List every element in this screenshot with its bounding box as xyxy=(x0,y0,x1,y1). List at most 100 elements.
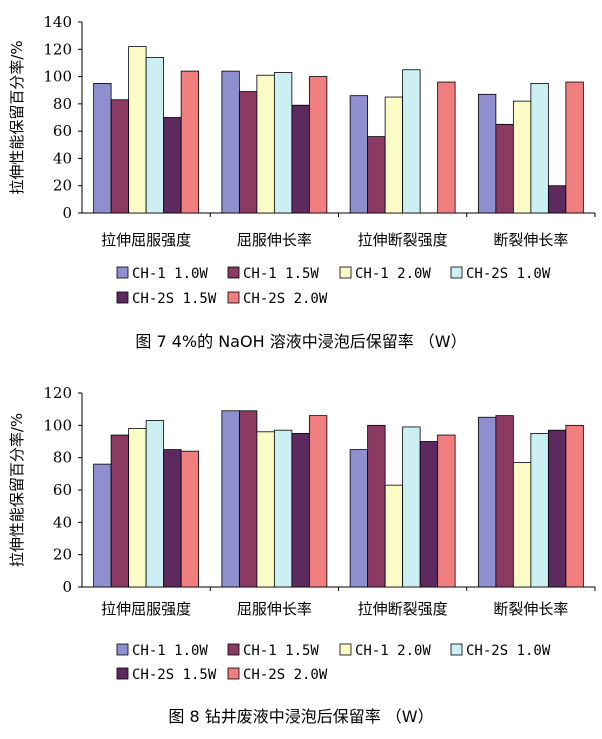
legend-swatch xyxy=(227,266,240,279)
y-tick-label: 120 xyxy=(43,40,72,58)
legend-label: CH-1 1.5W xyxy=(243,266,319,282)
bar xyxy=(367,424,386,588)
bar xyxy=(530,433,549,588)
legend-swatch xyxy=(227,291,240,304)
y-axis-label: 拉伸性能保留百分率/% xyxy=(8,413,26,567)
y-tick-label: 40 xyxy=(53,513,72,531)
bar xyxy=(238,91,258,214)
x-category-label: 拉伸断裂强度 xyxy=(358,600,448,618)
bar xyxy=(565,81,584,214)
x-category-label: 拉伸屈服强度 xyxy=(101,600,191,618)
bar xyxy=(93,82,112,214)
bar xyxy=(163,117,182,214)
legend-label: CH-1 1.5W xyxy=(243,643,319,659)
x-category-label: 屈服伸长率 xyxy=(237,600,312,618)
bar xyxy=(256,74,275,214)
bar xyxy=(349,449,369,588)
y-tick-label: 20 xyxy=(53,177,72,195)
bar xyxy=(384,96,404,214)
figure-caption: 图 7 4%的 NaOH 溶液中浸泡后保留率 （W） xyxy=(135,332,466,351)
legend-swatch xyxy=(116,643,129,656)
bar xyxy=(110,434,130,588)
bar xyxy=(512,462,532,588)
bar xyxy=(384,484,404,588)
bar xyxy=(291,104,310,214)
bar xyxy=(93,463,112,588)
legend-label: CH-2S 1.0W xyxy=(466,266,551,282)
legend-swatch xyxy=(116,667,129,680)
bar xyxy=(530,82,549,214)
bar xyxy=(402,69,421,214)
legend-swatch xyxy=(450,643,463,656)
legend-label: CH-1 2.0W xyxy=(355,266,431,282)
bar xyxy=(163,449,182,588)
bar xyxy=(180,70,200,214)
bar xyxy=(221,70,240,214)
y-tick-label: 80 xyxy=(53,449,72,467)
legend-swatch xyxy=(227,643,240,656)
legend-swatch xyxy=(227,667,240,680)
bar xyxy=(273,72,293,214)
bar xyxy=(495,415,514,588)
bar xyxy=(419,441,439,588)
legend-swatch xyxy=(116,291,129,304)
y-tick-label: 60 xyxy=(53,481,72,499)
bar xyxy=(291,433,310,588)
legend-label: CH-2S 1.0W xyxy=(466,643,551,659)
legend-swatch xyxy=(450,266,463,279)
legend-label: CH-2S 1.5W xyxy=(132,291,217,307)
y-tick-label: 20 xyxy=(53,546,72,564)
legend-swatch xyxy=(116,266,129,279)
bar xyxy=(238,410,258,588)
bar xyxy=(547,185,567,214)
legend-label: CH-1 2.0W xyxy=(355,643,431,659)
x-category-label: 屈服伸长率 xyxy=(237,231,312,249)
bar xyxy=(221,410,240,588)
legend-swatch xyxy=(339,266,352,279)
bar xyxy=(273,429,293,588)
figure-7-naoh-chart: 0 20 40 60 80 100 120 140 拉伸性能保留百分率/% 拉伸屈服强度 屈服伸长率… xyxy=(8,13,596,351)
bar xyxy=(477,93,497,214)
bar xyxy=(308,415,328,588)
y-tick-label: 100 xyxy=(43,416,72,434)
legend-label: CH-2S 1.5W xyxy=(132,667,217,683)
bar xyxy=(547,429,567,588)
bar xyxy=(256,431,275,588)
bar xyxy=(110,99,130,214)
x-category-label: 拉伸断裂强度 xyxy=(358,231,448,249)
x-category-label: 拉伸屈服强度 xyxy=(101,231,191,249)
bar xyxy=(512,100,532,214)
y-tick-label: 40 xyxy=(53,149,72,167)
y-tick-label: 140 xyxy=(43,13,72,31)
y-tick-label: 0 xyxy=(62,578,72,596)
bar xyxy=(565,424,584,588)
legend-label: CH-2S 2.0W xyxy=(243,667,328,683)
legend-label: CH-1 1.0W xyxy=(132,266,208,282)
bar xyxy=(402,426,421,588)
bar xyxy=(349,95,369,214)
figure-caption: 图 8 钻井废液中浸泡后保留率 （W） xyxy=(168,707,433,726)
bar xyxy=(308,76,328,214)
y-tick-label: 0 xyxy=(62,204,72,222)
legend-swatch xyxy=(339,643,352,656)
y-tick-label: 80 xyxy=(53,95,72,113)
bar xyxy=(180,450,200,588)
bar xyxy=(145,420,165,588)
bar xyxy=(477,416,497,588)
y-axis-label: 拉伸性能保留百分率/% xyxy=(8,40,26,194)
figure-8-drilling-fluid-chart: 0 20 40 60 80 100 120 拉伸性能保留百分率/% 拉伸屈服强度 屈服伸长率 拉伸断… xyxy=(8,384,596,726)
bar xyxy=(128,46,147,214)
bar xyxy=(128,428,147,588)
y-tick-label: 100 xyxy=(43,68,72,86)
y-tick-label: 60 xyxy=(53,122,72,140)
bar xyxy=(437,434,456,588)
bar xyxy=(437,81,456,214)
bar xyxy=(145,57,165,214)
legend-label: CH-1 1.0W xyxy=(132,643,208,659)
legend-label: CH-2S 2.0W xyxy=(243,291,328,307)
bar xyxy=(367,136,386,214)
x-category-label: 断裂伸长率 xyxy=(493,231,568,249)
x-category-label: 断裂伸长率 xyxy=(493,600,568,618)
bar xyxy=(495,123,514,214)
